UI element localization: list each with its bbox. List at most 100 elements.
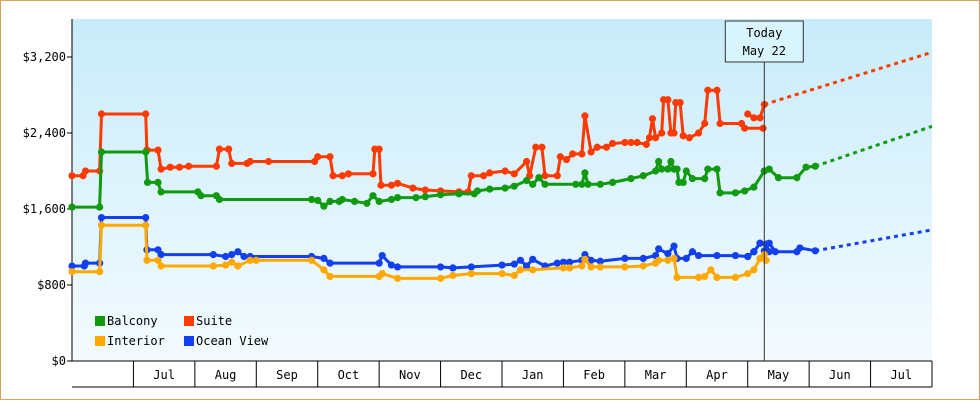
data-point-ocean-view bbox=[664, 250, 672, 258]
data-point-suite bbox=[154, 146, 162, 154]
data-point-interior bbox=[320, 266, 328, 274]
data-point-suite bbox=[142, 110, 150, 118]
data-point-interior bbox=[252, 256, 260, 264]
data-point-balcony bbox=[338, 195, 346, 204]
data-point-interior bbox=[228, 258, 236, 266]
data-point-ocean-view bbox=[553, 259, 561, 267]
data-point-ocean-view bbox=[221, 252, 230, 261]
data-point-suite bbox=[81, 167, 90, 175]
data-point-interior bbox=[154, 256, 162, 264]
x-tick-label: Dec bbox=[460, 368, 482, 382]
data-point-ocean-view bbox=[559, 258, 568, 266]
data-point-interior bbox=[326, 272, 334, 281]
data-point-interior bbox=[750, 266, 758, 274]
data-point-interior bbox=[68, 268, 76, 276]
data-point-suite bbox=[393, 179, 402, 187]
data-point-suite bbox=[409, 184, 417, 192]
legend-swatch-ocean-view bbox=[184, 336, 194, 346]
data-point-balcony bbox=[157, 188, 165, 196]
x-tick-label: Feb bbox=[583, 368, 605, 382]
data-point-balcony bbox=[673, 165, 681, 173]
data-point-interior bbox=[143, 256, 151, 264]
data-point-balcony bbox=[375, 197, 383, 205]
data-point-suite bbox=[467, 172, 475, 180]
data-point-ocean-view bbox=[449, 264, 457, 272]
y-tick-label: $1,600 bbox=[23, 202, 66, 216]
data-point-suite bbox=[608, 139, 617, 148]
data-point-balcony bbox=[581, 169, 589, 177]
data-point-ocean-view bbox=[142, 213, 150, 222]
data-point-balcony bbox=[682, 167, 690, 175]
data-point-interior bbox=[467, 270, 475, 278]
series-suite bbox=[68, 50, 933, 196]
x-tick-label: Mar bbox=[645, 368, 667, 382]
data-point-suite bbox=[246, 157, 254, 166]
data-point-interior bbox=[744, 270, 752, 278]
data-point-balcony bbox=[97, 148, 106, 156]
data-point-ocean-view bbox=[596, 257, 604, 265]
data-point-balcony bbox=[655, 157, 663, 166]
data-point-balcony bbox=[750, 183, 758, 191]
data-point-balcony bbox=[473, 187, 482, 195]
x-tick-label: Aug bbox=[215, 368, 237, 382]
data-point-balcony bbox=[704, 165, 712, 173]
data-point-suite bbox=[713, 86, 721, 94]
data-point-balcony bbox=[350, 197, 359, 205]
data-point-suite bbox=[694, 129, 703, 137]
today-date-label: May 22 bbox=[743, 44, 786, 58]
x-tick-label: Nov bbox=[399, 368, 421, 382]
data-point-balcony bbox=[774, 174, 783, 182]
data-point-suite bbox=[329, 172, 337, 180]
x-tick-label: Jun bbox=[829, 368, 851, 382]
today-label: Today bbox=[746, 26, 782, 40]
data-point-balcony bbox=[639, 172, 647, 180]
data-point-suite bbox=[377, 181, 385, 189]
data-point-interior bbox=[581, 255, 589, 263]
data-point-suite bbox=[375, 145, 383, 153]
data-point-balcony bbox=[510, 182, 518, 190]
data-point-balcony bbox=[651, 167, 660, 175]
legend: Balcony Suite Interior Ocean View bbox=[95, 314, 269, 348]
data-point-suite bbox=[602, 143, 611, 151]
data-point-ocean-view bbox=[796, 244, 804, 252]
data-point-balcony bbox=[320, 202, 328, 210]
data-point-interior bbox=[516, 266, 525, 274]
data-point-balcony bbox=[393, 194, 402, 202]
data-point-balcony bbox=[658, 165, 666, 173]
data-point-ocean-view bbox=[68, 262, 76, 270]
data-point-ocean-view bbox=[621, 254, 629, 262]
y-tick-label: $800 bbox=[37, 278, 66, 292]
data-point-ocean-view bbox=[516, 256, 525, 264]
data-point-balcony bbox=[369, 192, 377, 200]
data-point-suite bbox=[344, 170, 353, 178]
data-point-balcony bbox=[679, 178, 687, 186]
data-point-interior bbox=[209, 262, 217, 270]
legend-swatch-balcony bbox=[95, 316, 105, 326]
data-point-interior bbox=[307, 256, 316, 264]
data-point-interior bbox=[639, 262, 647, 270]
data-point-interior bbox=[565, 264, 574, 272]
today-marker: Today May 22 bbox=[724, 20, 804, 361]
data-point-suite bbox=[68, 172, 76, 180]
data-point-balcony bbox=[802, 163, 810, 171]
data-point-balcony bbox=[501, 184, 509, 192]
data-point-suite bbox=[716, 119, 724, 128]
data-point-suite bbox=[581, 112, 589, 120]
data-point-interior bbox=[436, 274, 445, 282]
data-point-balcony bbox=[667, 157, 675, 166]
data-point-interior bbox=[510, 271, 518, 280]
data-point-interior bbox=[664, 256, 672, 264]
data-point-balcony bbox=[535, 174, 543, 182]
data-point-suite bbox=[648, 115, 657, 123]
data-point-balcony bbox=[326, 197, 334, 205]
data-point-interior bbox=[246, 256, 254, 264]
x-axis-ticks: Jul Aug Sep Oct Nov Dec Jan Feb Mar Apr May Jun Jul bbox=[132, 361, 933, 387]
series-interior bbox=[68, 221, 770, 282]
data-point-ocean-view bbox=[771, 248, 779, 256]
data-point-interior bbox=[701, 272, 709, 281]
data-point-balcony bbox=[455, 190, 463, 198]
data-point-ocean-view bbox=[522, 262, 531, 270]
data-point-interior bbox=[142, 221, 150, 229]
legend-label-balcony: Balcony bbox=[107, 314, 158, 328]
data-point-balcony bbox=[314, 196, 322, 205]
